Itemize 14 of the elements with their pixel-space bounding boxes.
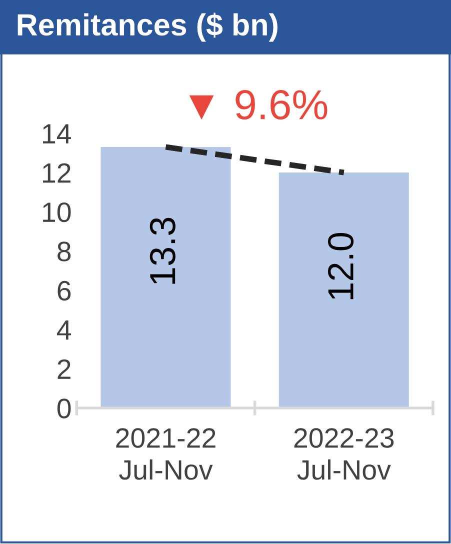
- chart-title: Remitances ($ bn): [18, 12, 278, 42]
- x-tick-label: 2021-22 Jul-Nov: [116, 428, 216, 480]
- y-tick-label: 8: [58, 242, 71, 262]
- y-tick-label: 0: [57, 398, 71, 418]
- y-tick-label: 14: [43, 124, 71, 144]
- y-tick-label: 10: [43, 202, 71, 222]
- y-tick-label: 4: [57, 320, 71, 340]
- y-tick-label: 12: [43, 163, 70, 183]
- y-tick-label: 6: [58, 280, 71, 301]
- data-label: 12.0: [328, 232, 354, 300]
- data-label: 13.3: [150, 218, 176, 284]
- x-tick-label: 2022-23 Jul-Nov: [294, 428, 394, 480]
- text: ▼ 9.6%: [189, 90, 328, 120]
- y-tick-label: 2: [58, 359, 70, 379]
